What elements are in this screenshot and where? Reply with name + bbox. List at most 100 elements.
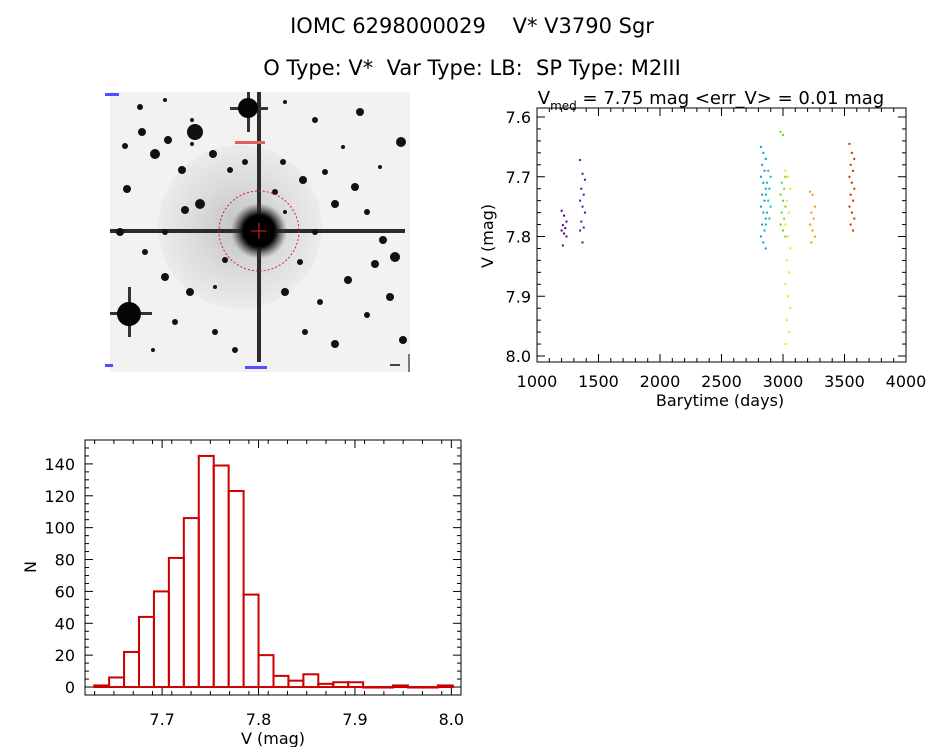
lc-data-point — [848, 142, 851, 145]
target-circle — [218, 190, 300, 272]
histogram-bar — [152, 590, 170, 689]
histogram-bar — [302, 673, 320, 689]
histogram-bar — [227, 490, 245, 689]
hist-y-tick-label: 140 — [44, 455, 75, 474]
lc-data-point — [849, 163, 852, 166]
lc-data-point — [759, 175, 762, 178]
hist-y-tick-label: 60 — [55, 582, 75, 601]
lc-data-point — [784, 283, 787, 286]
light-curve-xlabel: Barytime (days) — [656, 391, 784, 410]
lc-data-point — [784, 205, 787, 208]
lc-data-point — [850, 211, 853, 214]
lc-data-point — [784, 169, 787, 172]
lc-data-point — [812, 217, 815, 220]
lc-x-tick-label: 1000 — [517, 372, 558, 391]
lc-data-point — [580, 187, 583, 190]
thumbnail-label-marker-bottom-left — [105, 364, 113, 367]
lc-data-point — [852, 229, 855, 232]
lc-data-point — [784, 175, 787, 178]
lc-data-point — [789, 187, 792, 190]
histogram-bar — [421, 686, 439, 689]
histogram-bar — [317, 682, 335, 689]
histogram-bar — [347, 681, 365, 689]
histogram-bar — [93, 684, 111, 689]
lc-data-point — [764, 157, 767, 160]
lc-data-point — [764, 187, 767, 190]
histogram-bar — [212, 464, 230, 689]
lc-data-point — [779, 193, 782, 196]
lc-data-point — [560, 229, 563, 232]
histogram-bar — [272, 674, 290, 689]
light-curve-x-ticks: 1000 1500 2000 2500 3000 3500 4000 — [517, 108, 927, 391]
lc-data-point — [766, 181, 769, 184]
hist-y-tick-label: 40 — [55, 614, 75, 633]
lc-data-point — [579, 229, 582, 232]
lc-data-point — [784, 235, 787, 238]
lc-data-point — [853, 187, 856, 190]
bright-star-left — [117, 302, 141, 326]
lc-data-point — [809, 223, 812, 226]
star-field-thumbnail — [105, 92, 410, 372]
lc-data-point — [848, 175, 851, 178]
lc-data-point — [785, 319, 788, 322]
lc-data-point — [761, 193, 764, 196]
lc-data-point — [769, 175, 772, 178]
lc-data-point — [786, 235, 789, 238]
lc-data-point — [763, 169, 766, 172]
hist-y-tick-label: 80 — [55, 551, 75, 570]
lc-data-point — [789, 307, 792, 310]
lc-y-tick-label: 7.6 — [506, 108, 531, 127]
lc-data-point — [759, 205, 762, 208]
lc-data-point — [850, 151, 853, 154]
lc-data-point — [779, 130, 782, 133]
thumbnail-label-marker-top-left — [105, 93, 119, 96]
lc-data-point — [583, 178, 586, 181]
lc-data-point — [788, 331, 791, 334]
lc-data-point — [582, 226, 585, 229]
light-curve-points — [560, 130, 856, 346]
lc-data-point — [853, 217, 856, 220]
histogram-bars — [93, 454, 454, 689]
histogram-bar — [377, 686, 395, 689]
lc-data-point — [852, 199, 855, 202]
lc-data-point — [810, 211, 813, 214]
lc-data-point — [850, 181, 853, 184]
lc-data-point — [811, 229, 814, 232]
lc-data-point — [849, 193, 852, 196]
lc-data-point — [763, 229, 766, 232]
histogram-bar — [108, 676, 126, 689]
lc-data-point — [560, 209, 563, 212]
lc-data-point — [761, 163, 764, 166]
lc-x-tick-label: 1500 — [578, 372, 619, 391]
lc-data-point — [564, 227, 567, 230]
lc-data-point — [563, 214, 566, 217]
lc-x-tick-label: 4000 — [886, 372, 927, 391]
histogram-bar — [362, 686, 380, 689]
lc-data-point — [762, 181, 765, 184]
histogram-x-ticks: 7.7 7.8 7.9 8.0 — [94, 440, 464, 729]
thumbnail-label-marker-bottom-right — [390, 364, 400, 366]
hist-y-tick-label: 20 — [55, 646, 75, 665]
chart-title-line2: O Type: V* Var Type: LB: SP Type: M2III — [263, 56, 681, 80]
lc-data-point — [785, 259, 788, 262]
lc-y-tick-label: 7.9 — [506, 287, 531, 306]
lc-data-point — [762, 151, 765, 154]
light-curve-frame — [536, 107, 907, 363]
lc-data-point — [852, 169, 855, 172]
lc-x-tick-label: 3000 — [763, 372, 804, 391]
lc-data-point — [813, 235, 816, 238]
lc-data-point — [579, 159, 582, 162]
hist-y-tick-label: 100 — [44, 519, 75, 538]
histogram-bar — [257, 654, 275, 689]
histogram-bar — [406, 686, 424, 689]
lc-data-point — [785, 199, 788, 202]
lc-data-point — [767, 199, 770, 202]
histogram-bar — [242, 593, 260, 689]
histogram-bar — [123, 650, 140, 689]
lc-data-point — [848, 205, 851, 208]
lc-data-point — [563, 232, 566, 235]
histogram-bar — [332, 681, 350, 689]
chart-title-line1: IOMC 6298000029 V* V3790 Sgr — [290, 14, 654, 38]
light-curve-y-ticks: 7.6 7.7 7.8 7.9 8.0 — [506, 108, 906, 366]
lc-data-point — [769, 205, 772, 208]
